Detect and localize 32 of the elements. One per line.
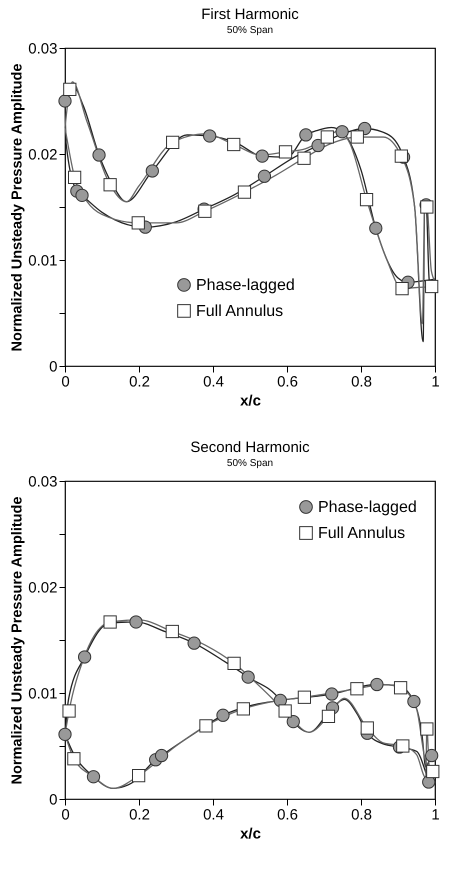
x-tick-label: 0.8	[351, 374, 372, 390]
x-tick-label: 1	[431, 374, 440, 390]
x-tick-label: 0.2	[129, 806, 150, 824]
chart-subtitle: 50% Span	[226, 458, 274, 469]
x-tick-label: 0.6	[277, 806, 298, 824]
y-tick-label: 0.03	[28, 474, 58, 490]
x-tick-label: 0.4	[203, 806, 224, 824]
y-tick-label: 0.02	[28, 146, 58, 164]
x-tick-label: 0.4	[203, 374, 224, 390]
legend-label: Full Annulus	[318, 525, 406, 542]
y-axis-title: Normalized Unsteady Pressure Amplitude	[9, 64, 26, 352]
x-tick-label: 1	[431, 806, 440, 824]
x-tick-label: 0.8	[351, 806, 372, 824]
y-axis-title: Normalized Unsteady Pressure Amplitude	[9, 496, 26, 784]
chart-subtitle: 50% Span	[226, 25, 274, 36]
legend-label: Phase-lagged	[196, 276, 295, 294]
x-tick-label: 0	[61, 806, 70, 824]
x-axis-title: x/c	[240, 392, 261, 410]
x-axis-title: x/c	[240, 826, 261, 842]
x-tick-label: 0	[61, 374, 70, 390]
chart-title: Second Harmonic	[190, 439, 310, 456]
y-tick-label: 0	[49, 358, 58, 376]
y-tick-label: 0.01	[28, 686, 58, 702]
y-tick-label: 0	[49, 792, 58, 808]
y-tick-label: 0.01	[28, 252, 58, 270]
y-tick-label: 0.02	[28, 580, 58, 596]
chart-title: First Harmonic	[201, 6, 300, 23]
x-tick-label: 0.6	[277, 374, 298, 390]
x-tick-label: 0.2	[129, 374, 150, 390]
y-tick-label: 0.03	[28, 40, 58, 58]
legend-label: Phase-lagged	[318, 499, 417, 516]
legend-label: Full Annulus	[196, 302, 284, 320]
